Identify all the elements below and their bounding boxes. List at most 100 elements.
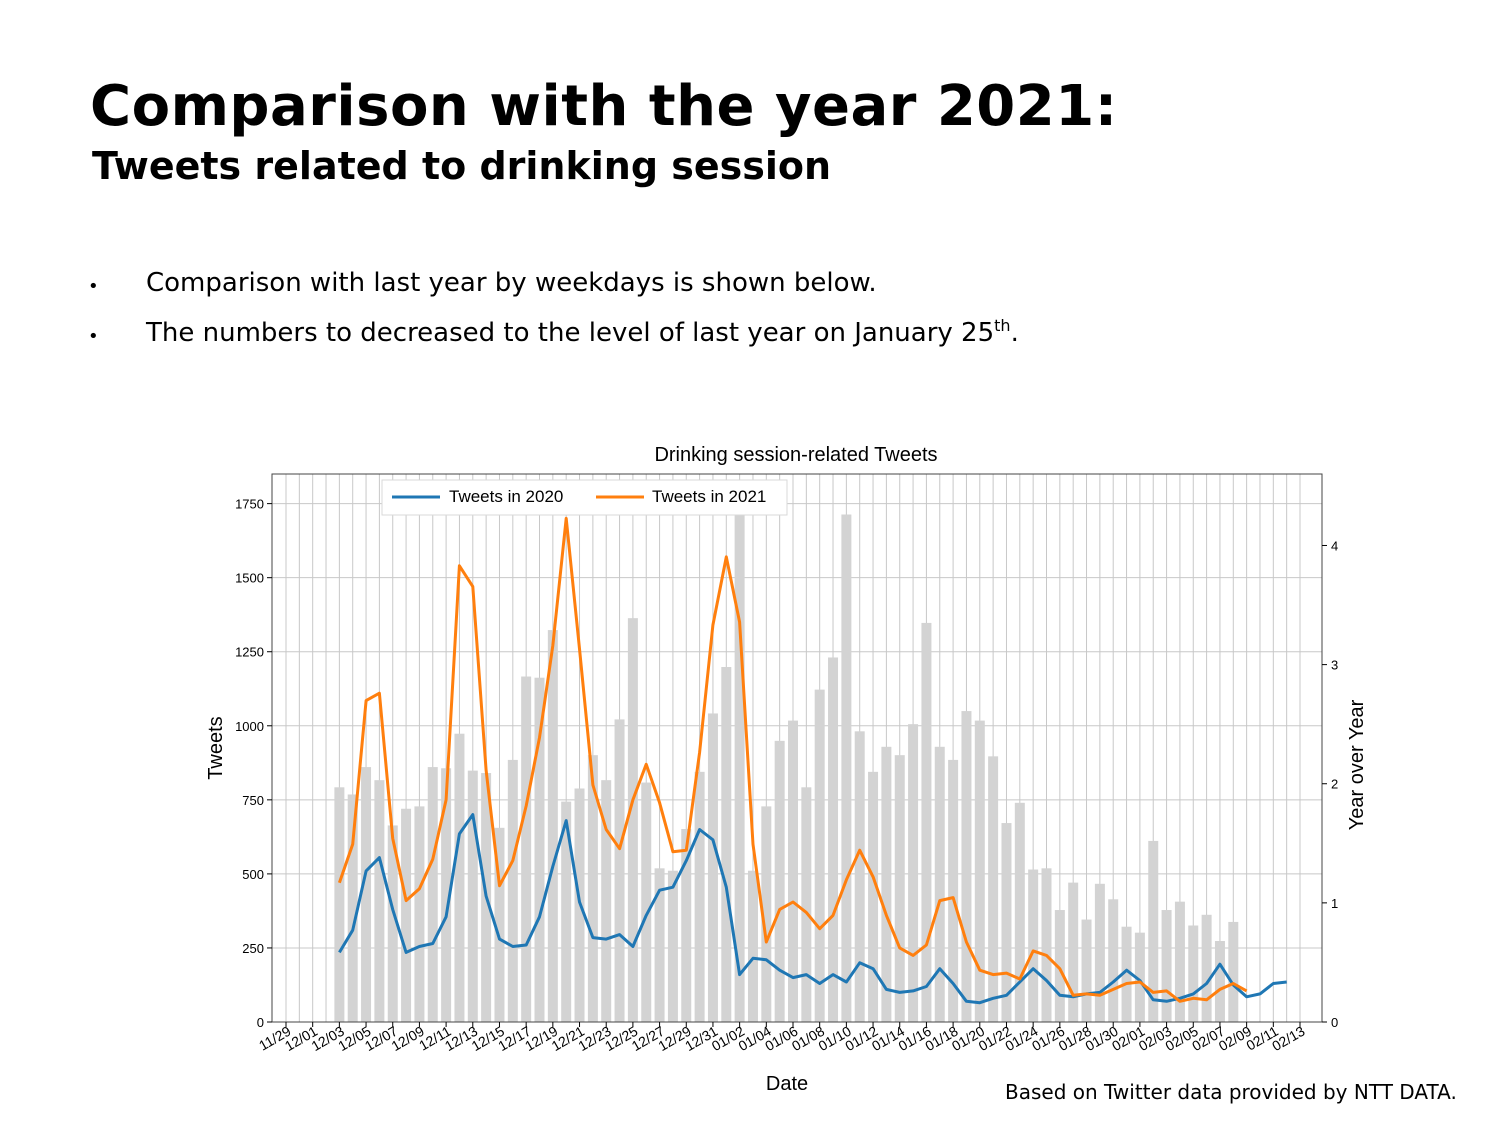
y-axis-label: Tweets — [205, 716, 227, 779]
yoy-bar — [494, 827, 505, 1022]
y2-tick-label: 2 — [1331, 777, 1338, 792]
yoy-bar — [561, 801, 572, 1022]
yoy-bar — [654, 868, 665, 1022]
bullet-text-main: Comparison with last year by weekdays is… — [146, 268, 877, 298]
yoy-bar — [894, 755, 905, 1022]
yoy-bar — [1054, 910, 1065, 1022]
legend-label-2020: Tweets in 2020 — [449, 487, 563, 506]
yoy-bar — [1188, 925, 1199, 1022]
bullet-text-main: The numbers to decreased to the level of… — [146, 318, 995, 348]
yoy-bar — [614, 719, 625, 1022]
yoy-bar — [1161, 910, 1172, 1022]
y-tick-label: 500 — [242, 867, 264, 882]
bullet-text-tail: . — [1010, 318, 1019, 348]
series-line-2021 — [337, 516, 1248, 1003]
yoy-bar — [414, 806, 425, 1022]
yoy-bar — [587, 755, 598, 1022]
series-line-2020 — [338, 813, 1287, 1005]
yoy-bar — [801, 787, 812, 1022]
bullet-text: Comparison with last year by weekdays is… — [146, 270, 877, 296]
y-tick-label: 1500 — [235, 571, 264, 586]
yoy-bar — [961, 711, 972, 1022]
y2-tick-label: 4 — [1331, 538, 1338, 553]
yoy-bar — [921, 622, 932, 1022]
yoy-bar — [747, 870, 758, 1022]
yoy-bar — [828, 657, 839, 1022]
yoy-bar — [1068, 882, 1079, 1022]
slide-subtitle: Tweets related to drinking session — [92, 144, 832, 188]
bullet-superscript: th — [994, 316, 1011, 335]
slide-title: Comparison with the year 2021: — [90, 74, 1118, 139]
yoy-bar — [1001, 823, 1012, 1022]
y-tick-label: 250 — [242, 941, 264, 956]
y2-tick-label: 0 — [1331, 1015, 1338, 1030]
yoy-bar — [681, 829, 692, 1022]
yoy-bar — [521, 676, 532, 1022]
legend-label-2021: Tweets in 2021 — [652, 487, 766, 506]
plot-frame — [271, 473, 1323, 1023]
yoy-bar — [814, 689, 825, 1022]
yoy-bar — [1174, 901, 1185, 1022]
yoy-bar — [694, 771, 705, 1022]
yoy-bar — [627, 618, 638, 1022]
chart-title: Drinking session-related Tweets — [654, 444, 937, 466]
data-source-note: Based on Twitter data provided by NTT DA… — [1005, 1080, 1457, 1104]
yoy-bar — [667, 870, 678, 1022]
yoy-bar — [401, 808, 412, 1022]
yoy-bar — [347, 794, 358, 1022]
yoy-bar — [734, 509, 745, 1022]
yoy-bar — [721, 666, 732, 1022]
yoy-bar — [881, 746, 892, 1022]
y2-tick-label: 1 — [1331, 896, 1338, 911]
yoy-bar — [534, 677, 545, 1022]
yoy-bar — [1081, 919, 1092, 1022]
yoy-bar — [1148, 840, 1159, 1022]
yoy-bar — [788, 720, 798, 1022]
yoy-bar — [1094, 883, 1105, 1022]
yoy-bar — [361, 767, 372, 1022]
yoy-bar — [974, 720, 985, 1022]
bullet-dot: • — [88, 326, 99, 347]
yoy-bar — [374, 780, 385, 1022]
yoy-bar — [1201, 914, 1212, 1022]
yoy-bar — [1041, 868, 1052, 1022]
tweets-chart: 025050075010001250150017500123411/2912/0… — [205, 444, 1368, 1095]
y-tick-label: 1250 — [235, 645, 264, 660]
yoy-bar — [641, 782, 652, 1022]
yoy-bar — [707, 713, 718, 1022]
yoy-bar — [948, 759, 959, 1022]
yoy-bar — [841, 514, 852, 1022]
yoy-bar — [547, 630, 558, 1022]
yoy-bar — [507, 759, 518, 1022]
yoy-bar — [854, 731, 865, 1022]
yoy-bar — [1014, 802, 1025, 1022]
yoy-bar — [761, 806, 772, 1022]
yoy-bar — [1228, 921, 1239, 1022]
yoy-bar — [454, 733, 465, 1022]
yoy-bar — [1121, 926, 1132, 1022]
x-axis-label: Date — [766, 1073, 808, 1095]
bullet-dot: • — [88, 276, 99, 297]
y2-tick-label: 3 — [1331, 658, 1338, 673]
yoy-bar — [1214, 940, 1225, 1022]
legend-box — [381, 479, 788, 516]
yoy-bar — [1028, 869, 1039, 1022]
yoy-bar — [601, 780, 612, 1022]
yoy-bar — [908, 724, 919, 1022]
yoy-bar — [334, 787, 345, 1022]
yoy-bar — [988, 756, 999, 1022]
yoy-bar — [1108, 899, 1119, 1022]
y2-axis-label: Year over Year — [1346, 699, 1368, 830]
yoy-bar — [427, 767, 438, 1022]
y-tick-label: 1000 — [235, 719, 264, 734]
yoy-bar — [387, 825, 398, 1022]
yoy-bar — [868, 771, 879, 1022]
yoy-bar — [934, 746, 945, 1022]
bullet-text: The numbers to decreased to the level of… — [146, 318, 1019, 348]
yoy-bar — [441, 768, 452, 1022]
y-tick-label: 750 — [242, 793, 264, 808]
yoy-bar — [1134, 932, 1145, 1022]
y-tick-label: 1750 — [235, 497, 264, 512]
y-tick-label: 0 — [257, 1015, 264, 1030]
yoy-bar — [467, 770, 478, 1022]
